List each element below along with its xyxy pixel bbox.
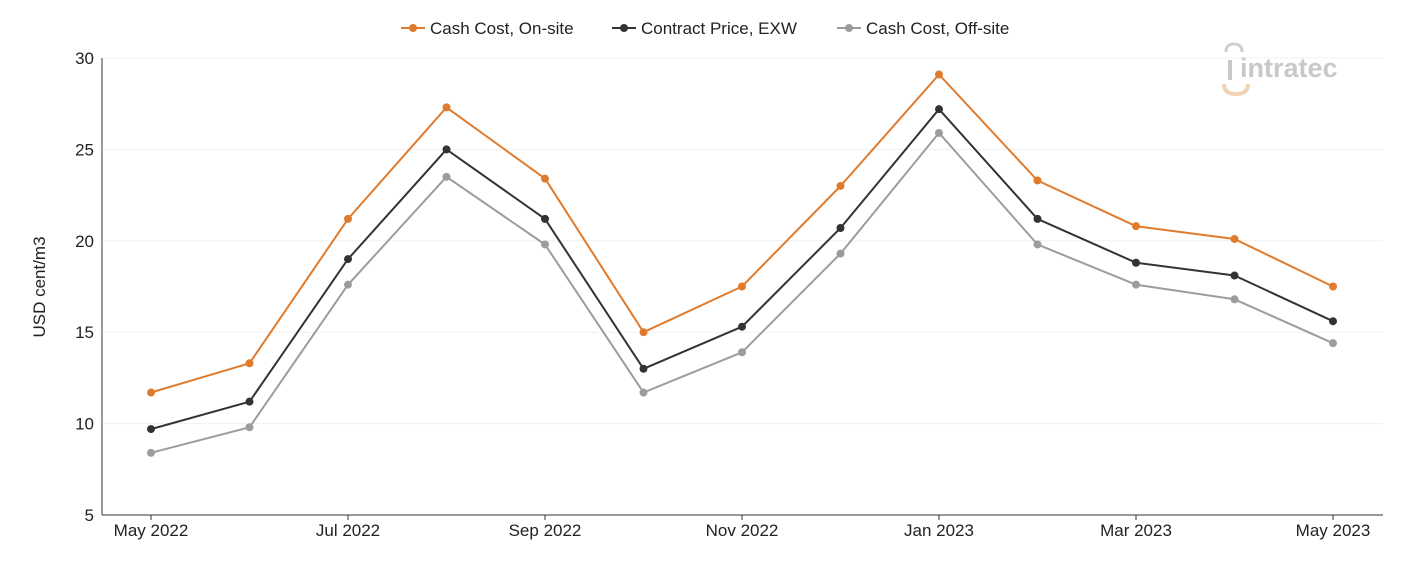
y-axis-ticks: 5 10 15 20 25 30: [75, 49, 94, 525]
data-point: [1033, 240, 1042, 249]
series-line: [150, 108, 1334, 431]
data-point: [639, 364, 648, 373]
intratec-logo: intratec: [1222, 42, 1338, 97]
data-point: [639, 328, 648, 337]
data-point: [541, 174, 549, 183]
x-tick-label: Mar 2023: [1100, 521, 1172, 540]
x-tick-label: Sep 2022: [509, 521, 582, 540]
data-point: [245, 423, 254, 432]
data-point: [442, 172, 451, 181]
legend-swatch-marker: [620, 24, 628, 32]
data-point: [541, 214, 549, 223]
data-point: [1132, 258, 1140, 267]
data-point: [344, 214, 352, 223]
series-group: [147, 128, 1337, 457]
legend-swatch-marker: [409, 24, 417, 32]
x-tick-label: May 2022: [114, 521, 189, 540]
data-point: [245, 397, 254, 406]
data-point: [738, 282, 746, 291]
data-point: [1230, 295, 1239, 304]
intratec-logo-mark: [1222, 42, 1250, 97]
intratec-logo-text: intratec: [1240, 53, 1338, 83]
data-point: [245, 359, 254, 368]
data-point: [935, 70, 943, 79]
x-tick-label: Jan 2023: [904, 521, 974, 540]
y-tick-label: 30: [75, 49, 94, 68]
data-point: [147, 388, 155, 397]
data-point: [738, 322, 746, 331]
data-point: [639, 388, 648, 397]
legend-item: Cash Cost, On-site: [401, 19, 574, 38]
legend: Cash Cost, On-site Contract Price, EXW Cas…: [401, 19, 1009, 38]
data-point: [344, 280, 352, 289]
y-tick-label: 5: [85, 506, 94, 525]
data-point: [935, 105, 943, 114]
legend-label: Cash Cost, Off-site: [866, 19, 1009, 38]
x-tick-label: Nov 2022: [706, 521, 779, 540]
data-point: [344, 255, 352, 264]
series-group: [147, 70, 1337, 397]
legend-item: Contract Price, EXW: [612, 19, 797, 38]
data-point: [1230, 271, 1239, 280]
data-point: [738, 348, 746, 357]
y-axis-title: USD cent/m3: [30, 236, 49, 337]
data-point: [442, 103, 451, 112]
data-point: [1230, 234, 1239, 243]
data-point: [1132, 222, 1140, 231]
series-group: [147, 105, 1337, 434]
legend-label: Cash Cost, On-site: [430, 19, 574, 38]
data-point: [442, 145, 451, 154]
y-tick-label: 10: [75, 415, 94, 434]
legend-item: Cash Cost, Off-site: [837, 19, 1009, 38]
legend-swatch-marker: [845, 24, 853, 32]
data-point: [147, 425, 155, 434]
data-point: [1329, 339, 1337, 348]
data-point: [1329, 282, 1337, 291]
series: [147, 70, 1337, 457]
x-axis-ticks: May 2022 Jul 2022 Sep 2022 Nov 2022 Jan 2023…: [114, 515, 1371, 540]
data-point: [836, 224, 845, 233]
x-tick-label: May 2023: [1296, 521, 1371, 540]
y-tick-label: 25: [75, 140, 94, 159]
y-tick-label: 20: [75, 232, 94, 251]
data-point: [1329, 317, 1337, 326]
legend-label: Contract Price, EXW: [641, 19, 797, 38]
series-line: [150, 131, 1334, 454]
gridlines: [102, 57, 1383, 425]
data-point: [1132, 280, 1140, 289]
data-point: [541, 240, 549, 249]
data-point: [836, 249, 845, 258]
x-tick-label: Jul 2022: [316, 521, 380, 540]
data-point: [935, 128, 943, 137]
data-point: [1033, 176, 1042, 185]
data-point: [1033, 214, 1042, 223]
data-point: [147, 448, 155, 457]
y-tick-label: 15: [75, 323, 94, 342]
series-line: [150, 73, 1334, 394]
data-point: [836, 181, 845, 190]
